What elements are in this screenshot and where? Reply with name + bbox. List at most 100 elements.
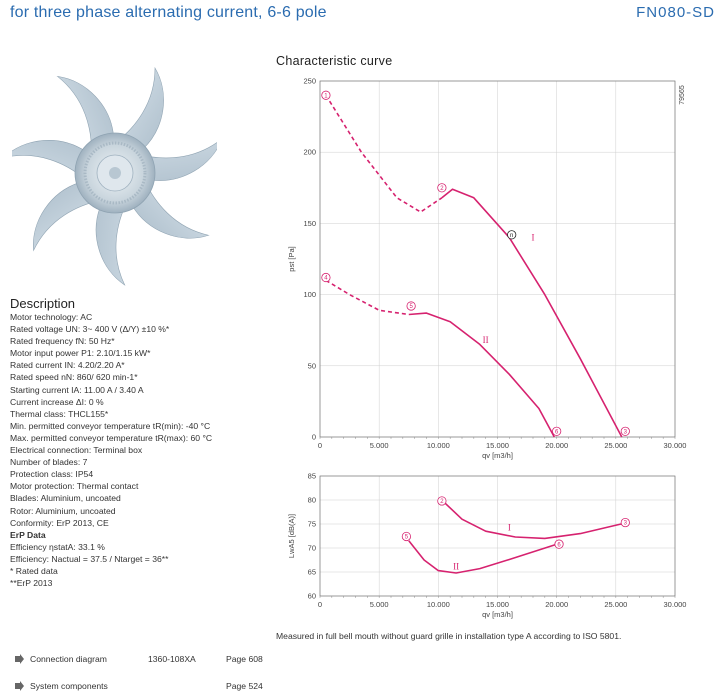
operating-point-marker <box>507 230 517 240</box>
curve-label: I <box>532 232 535 242</box>
x-tick-label: 20.000 <box>545 600 568 609</box>
series-line <box>325 94 443 213</box>
spec-line: * Rated data <box>10 565 58 576</box>
x-axis-label: qv [m3/h] <box>482 610 513 619</box>
reference-label[interactable]: System components <box>30 681 108 691</box>
series-line <box>408 312 556 438</box>
spec-line: Motor technology: AC <box>10 312 93 322</box>
x-tick-label: 25.000 <box>604 600 627 609</box>
operating-point-marker <box>620 517 630 528</box>
fan-blades <box>12 66 217 288</box>
arrow-icon <box>15 654 24 664</box>
spec-line: Rated voltage UN: 3~ 400 V (Δ/Y) ±10 %* <box>10 324 170 335</box>
spec-line: Current increase ΔI: 0 % <box>10 396 104 407</box>
marker-label: 3 <box>624 429 628 435</box>
description-title: Description <box>10 296 76 311</box>
spec-line: Efficiency: Nactual = 37.5 / Ntarget = 3… <box>10 553 169 564</box>
model-number: FN080-SD <box>636 4 715 21</box>
spec-line: ErP Data <box>10 529 46 540</box>
series-line <box>325 279 409 316</box>
x-tick-label: 10.000 <box>427 600 450 609</box>
curve-label: I <box>508 523 511 533</box>
marker-label: 6 <box>555 429 559 435</box>
x-tick-label: 15.000 <box>486 441 509 450</box>
x-tick-label: 5.000 <box>370 441 389 450</box>
spec-line: Electrical connection: Terminal box <box>10 445 143 456</box>
y-tick-label: 85 <box>308 472 316 481</box>
y-tick-label: 75 <box>308 520 316 529</box>
marker-label: 3 <box>624 521 628 527</box>
figure-id: 79565 <box>679 85 686 105</box>
chart-title: Characteristic curve <box>276 54 393 68</box>
operating-point-marker <box>406 301 416 311</box>
reference-label[interactable]: Connection diagram <box>30 654 107 664</box>
marker-label: 4 <box>324 276 328 282</box>
x-tick-label: 30.000 <box>664 600 687 609</box>
y-tick-label: 80 <box>308 496 316 505</box>
curve-label: II <box>453 562 459 572</box>
y-tick-label: 150 <box>303 219 316 228</box>
y-tick-label: 65 <box>308 568 316 577</box>
series-line <box>408 540 557 574</box>
y-axis-label: pst [Pa] <box>287 246 296 271</box>
operating-point-marker <box>552 426 562 436</box>
y-tick-label: 250 <box>303 77 316 86</box>
y-tick-label: 50 <box>308 361 316 370</box>
curve-label: II <box>483 335 489 345</box>
spec-line: Efficiency ηstatA: 33.1 % <box>10 541 105 552</box>
y-tick-label: 70 <box>308 544 316 553</box>
x-tick-label: 10.000 <box>427 441 450 450</box>
spec-list: Motor technology: AC Rated voltage UN: 3~… <box>10 311 272 589</box>
marker-label: 5 <box>409 304 413 310</box>
series-line <box>443 501 626 540</box>
page-title: for three phase alternating current, 6-6… <box>10 4 327 21</box>
spec-line: Rated frequency fN: 50 Hz* <box>10 336 115 347</box>
reference-page[interactable]: Page 524 <box>226 681 263 691</box>
y-tick-label: 200 <box>303 148 316 157</box>
arrow-icon <box>15 681 24 691</box>
operating-point-marker <box>437 496 447 506</box>
marker-label: n <box>510 233 513 239</box>
operating-point-marker <box>437 183 447 193</box>
x-tick-label: 25.000 <box>604 441 627 450</box>
spec-line: Motor protection: Thermal contact <box>10 481 139 492</box>
operating-point-marker <box>321 272 331 283</box>
x-tick-label: 15.000 <box>486 600 509 609</box>
marker-label: 2 <box>440 186 444 192</box>
marker-label: 1 <box>324 93 328 99</box>
spec-line: Number of blades: 7 <box>10 457 88 468</box>
spec-line: Conformity: ErP 2013, CE <box>10 517 109 528</box>
fan-image <box>12 66 217 288</box>
spec-line: Max. permitted conveyor temperature tR(m… <box>10 432 213 443</box>
spec-line: Rotor: Aluminium, uncoated <box>10 505 116 516</box>
measurement-footnote: Measured in full bell mouth without guar… <box>276 631 622 641</box>
plot-frame <box>319 475 676 597</box>
x-tick-label: 5.000 <box>370 600 389 609</box>
y-tick-label: 0 <box>312 433 316 442</box>
spec-line: Min. permitted conveyor temperature tR(m… <box>10 420 211 431</box>
x-axis-label: qv [m3/h] <box>482 451 513 460</box>
x-tick-label: 30.000 <box>664 441 687 450</box>
spec-line: Motor input power P1: 2.10/1.15 kW* <box>10 348 151 359</box>
y-axis-label: LwA5 [dB(A)] <box>287 514 296 558</box>
operating-point-marker <box>321 90 331 100</box>
spec-line: Protection class: IP54 <box>10 469 94 480</box>
reference-code: 1360-108XA <box>148 654 196 664</box>
marker-label: 2 <box>440 499 444 505</box>
x-tick-label: 0 <box>318 441 322 450</box>
reference-page[interactable]: Page 608 <box>226 654 263 664</box>
x-tick-label: 0 <box>318 600 322 609</box>
operating-point-marker <box>401 531 411 542</box>
plot-frame <box>319 80 676 438</box>
spec-line: Rated speed nN: 860/ 620 min-1* <box>10 372 138 383</box>
operating-point-marker <box>554 539 564 549</box>
y-tick-label: 60 <box>308 592 316 601</box>
marker-label: 5 <box>405 535 409 541</box>
operating-point-marker <box>620 426 630 436</box>
spec-line: Starting current IA: 11.00 A / 3.40 A <box>10 384 144 395</box>
y-tick-label: 100 <box>303 290 316 299</box>
x-tick-label: 20.000 <box>545 441 568 450</box>
spec-line: Thermal class: THCL155* <box>10 408 109 419</box>
marker-label: 6 <box>557 542 561 548</box>
